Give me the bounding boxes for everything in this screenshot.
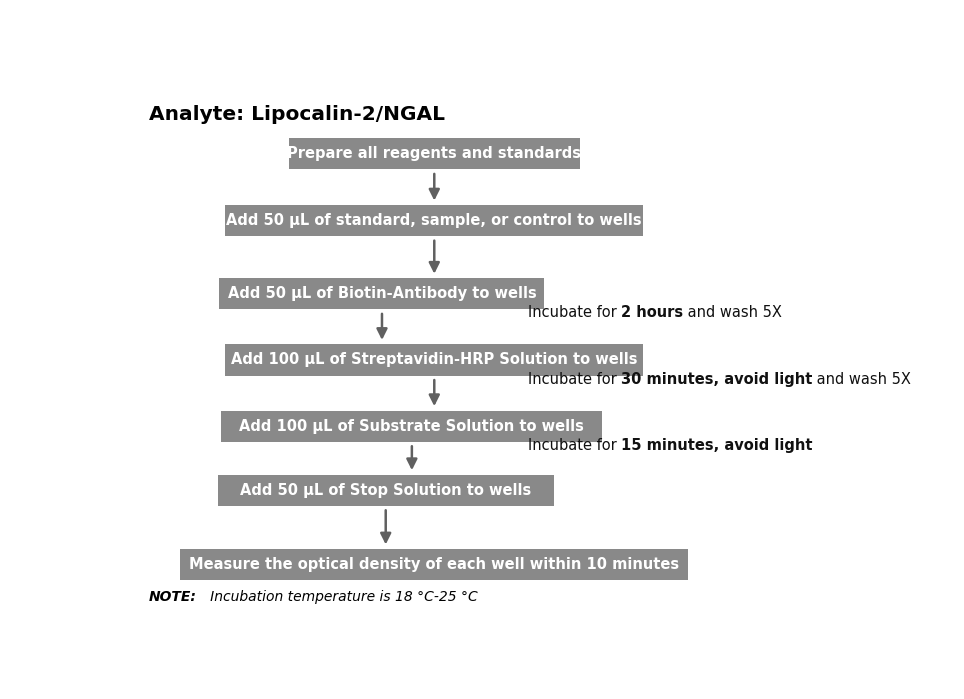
Text: Add 100 μL of Streptavidin-HRP Solution to wells: Add 100 μL of Streptavidin-HRP Solution … [231, 352, 637, 368]
FancyBboxPatch shape [225, 345, 644, 375]
Text: Measure the optical density of each well within 10 minutes: Measure the optical density of each well… [189, 557, 680, 572]
Text: Prepare all reagents and standards: Prepare all reagents and standards [287, 146, 581, 161]
Text: Analyte: Lipocalin-2/NGAL: Analyte: Lipocalin-2/NGAL [148, 106, 445, 124]
FancyBboxPatch shape [220, 278, 545, 310]
Text: and wash 5X: and wash 5X [813, 372, 911, 387]
Text: Incubate for: Incubate for [527, 372, 621, 387]
Text: and wash 5X: and wash 5X [683, 305, 782, 320]
Text: NOTE:: NOTE: [148, 591, 197, 605]
FancyBboxPatch shape [222, 410, 602, 442]
Text: Add 50 μL of standard, sample, or control to wells: Add 50 μL of standard, sample, or contro… [227, 213, 642, 228]
Text: 30 minutes, avoid light: 30 minutes, avoid light [621, 372, 813, 387]
Text: Add 50 μL of Biotin-Antibody to wells: Add 50 μL of Biotin-Antibody to wells [228, 287, 536, 301]
FancyBboxPatch shape [288, 138, 580, 169]
FancyBboxPatch shape [218, 475, 553, 506]
Text: Incubate for: Incubate for [527, 305, 621, 320]
FancyBboxPatch shape [180, 549, 688, 580]
Text: Incubation temperature is 18 °C-25 °C: Incubation temperature is 18 °C-25 °C [197, 591, 477, 605]
Text: 2 hours: 2 hours [621, 305, 683, 320]
Text: 15 minutes, avoid light: 15 minutes, avoid light [621, 438, 813, 453]
Text: Incubate for: Incubate for [527, 438, 621, 453]
Text: Add 100 μL of Substrate Solution to wells: Add 100 μL of Substrate Solution to well… [239, 419, 584, 433]
Text: Add 50 μL of Stop Solution to wells: Add 50 μL of Stop Solution to wells [240, 483, 531, 498]
FancyBboxPatch shape [225, 205, 644, 236]
